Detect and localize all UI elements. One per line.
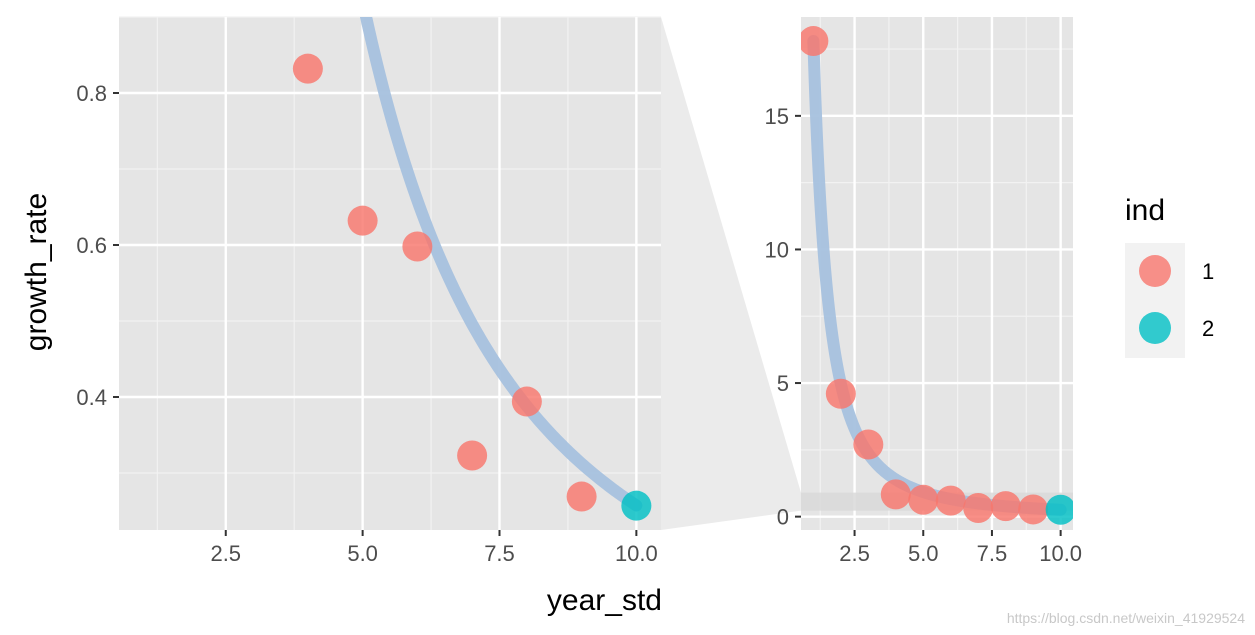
zoomed-panel-axes: 2.5 5.0 7.5 10.0 0.4 0.6 0.8	[76, 81, 657, 566]
data-point-series-1	[292, 53, 323, 84]
full-panel-points	[801, 26, 1073, 525]
data-point-series-1	[990, 491, 1021, 522]
y-tick-label: 0.4	[76, 385, 107, 410]
y-tick-label: 0.6	[76, 233, 107, 258]
x-tick-label: 5.0	[908, 541, 939, 566]
zoomed-panel-points	[292, 53, 652, 521]
x-axis-title: year_std	[547, 584, 662, 617]
data-point-series-1	[801, 26, 829, 57]
data-point-series-1	[566, 481, 597, 512]
legend-label-1: 1	[1202, 259, 1214, 284]
watermark: https://blog.csdn.net/weixin_41929524	[1007, 610, 1245, 626]
x-tick-label: 10.0	[615, 541, 658, 566]
y-tick-label: 10	[765, 237, 789, 262]
y-tick-label: 0	[777, 505, 789, 530]
data-point-series-1	[402, 231, 433, 262]
x-tick-label: 5.0	[347, 541, 378, 566]
data-point-series-1	[935, 485, 966, 516]
data-point-series-1	[457, 440, 488, 471]
full-panel-axes: 2.5 5.0 7.5 10.0 0 5 10 15	[765, 104, 1083, 566]
y-tick-label: 15	[765, 104, 789, 129]
zoom-connector	[661, 17, 801, 530]
y-axis-title: growth_rate	[20, 193, 53, 351]
x-tick-label: 7.5	[484, 541, 515, 566]
zoomed-panel: 2.5 5.0 7.5 10.0 0.4 0.6 0.8	[76, 16, 661, 566]
fit-curve-line	[359, 17, 643, 512]
data-point-series-1	[1018, 494, 1049, 525]
legend-label-2: 2	[1202, 316, 1214, 341]
x-tick-label: 7.5	[977, 541, 1008, 566]
data-point-series-1	[853, 429, 884, 460]
legend-key-1	[1139, 255, 1171, 287]
data-point-series-1	[963, 493, 994, 524]
data-point-series-2	[621, 490, 652, 521]
data-point-series-1	[908, 484, 939, 515]
zoomed-panel-fit-curve	[359, 17, 643, 512]
full-panel: 2.5 5.0 7.5 10.0 0 5 10 15	[765, 17, 1083, 566]
x-tick-label: 2.5	[210, 541, 241, 566]
data-point-series-1	[825, 378, 856, 409]
legend: ind 1 2	[1125, 194, 1214, 358]
x-tick-label: 2.5	[839, 541, 870, 566]
x-tick-label: 10.0	[1039, 541, 1082, 566]
data-point-series-1	[880, 479, 911, 510]
data-point-series-1	[347, 205, 378, 236]
data-point-series-1	[511, 386, 542, 417]
legend-title: ind	[1125, 194, 1165, 227]
y-tick-label: 0.8	[76, 81, 107, 106]
y-tick-label: 5	[777, 371, 789, 396]
data-point-series-2	[1045, 494, 1073, 525]
full-panel-background	[801, 17, 1073, 530]
legend-key-2	[1139, 312, 1171, 344]
